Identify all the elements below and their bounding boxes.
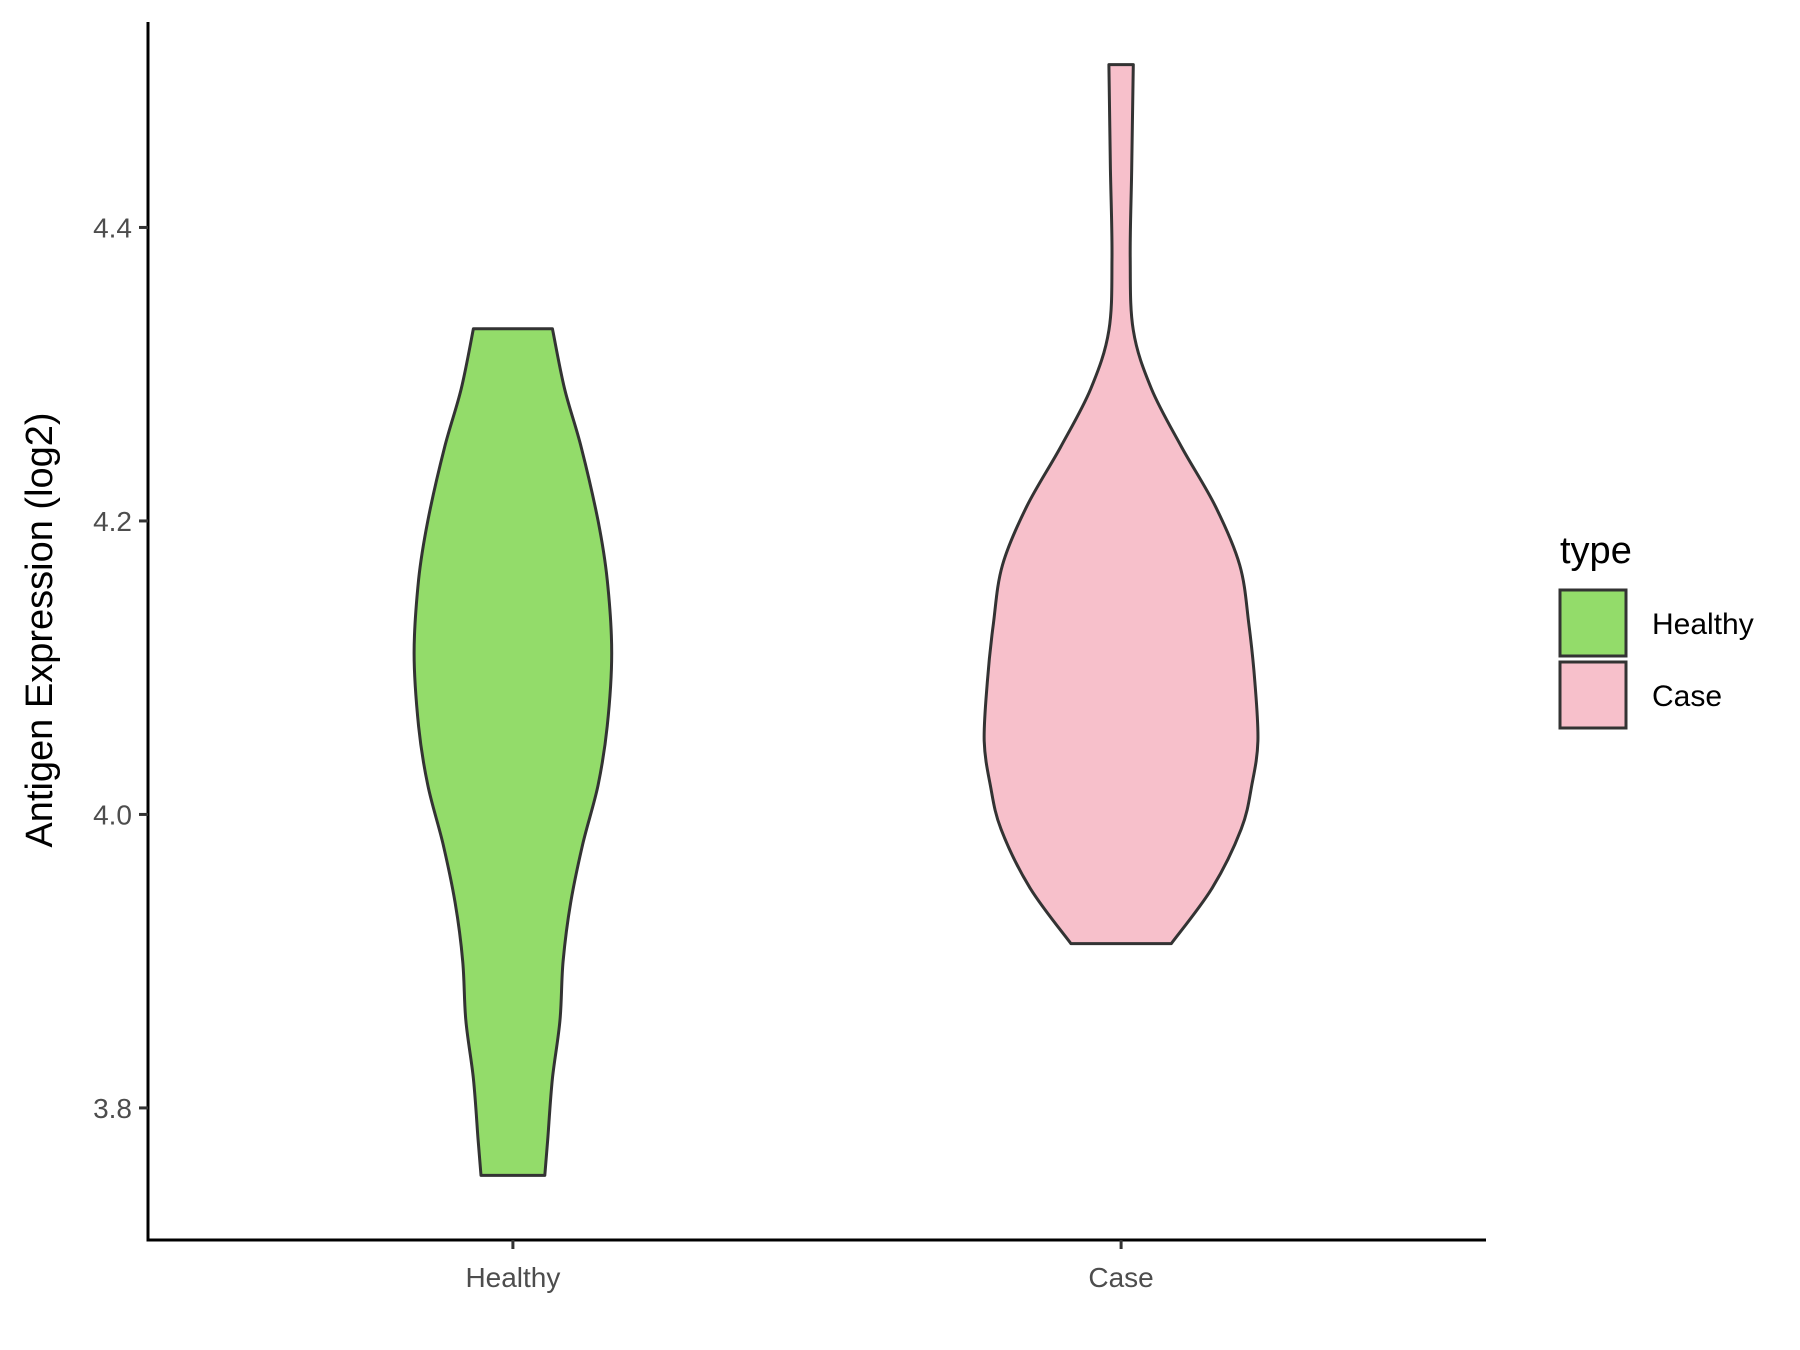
violin-case	[982, 63, 1260, 946]
violin-healthy	[412, 327, 614, 1177]
violins-layer	[412, 63, 1260, 1177]
y-tick-label: 4.4	[93, 212, 132, 243]
legend-label-case: Case	[1652, 680, 1722, 713]
legend: type Healthy Case	[1558, 530, 1754, 730]
legend-swatch-case	[1558, 660, 1628, 730]
y-tick-label: 3.8	[93, 1093, 132, 1124]
legend-label-healthy: Healthy	[1652, 608, 1754, 641]
y-tick-label: 4.0	[93, 799, 132, 830]
legend-swatch-healthy	[1558, 588, 1628, 658]
x-tick-label: Case	[1088, 1262, 1153, 1293]
x-tick-label: Healthy	[465, 1262, 560, 1293]
y-ticks: 3.8 4.0 4.2 4.4	[93, 212, 148, 1124]
y-axis-title: Antigen Expression (log2)	[19, 412, 61, 847]
legend-title: type	[1560, 530, 1632, 572]
legend-items: Healthy Case	[1558, 588, 1754, 730]
axes	[146, 22, 1486, 1242]
x-ticks: Healthy Case	[465, 1240, 1154, 1293]
y-tick-label: 4.2	[93, 506, 132, 537]
